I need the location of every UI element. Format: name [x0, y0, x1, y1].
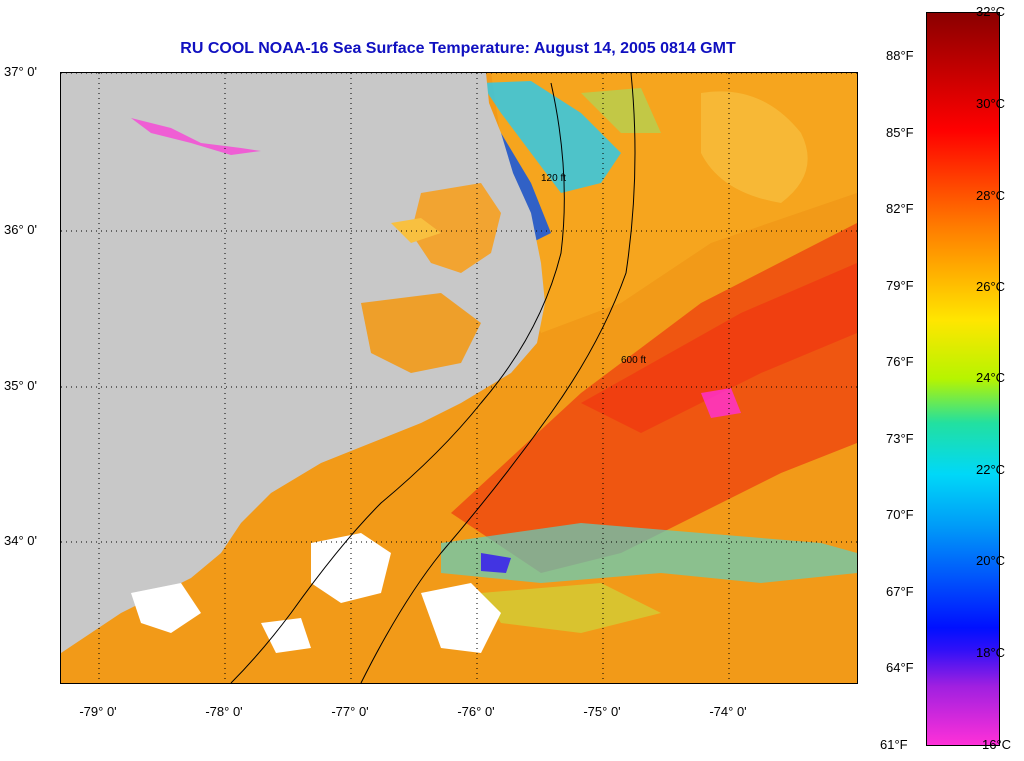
- lon-label-76: -76° 0': [457, 704, 495, 719]
- c-label-28: 28°C: [976, 188, 1006, 203]
- f-label-88: 88°F: [886, 48, 914, 63]
- cold-upwelling-strip: [501, 133, 551, 243]
- inland-river-cold: [131, 118, 261, 155]
- cold-eddy-2: [481, 553, 511, 573]
- grid-lines: [61, 73, 857, 683]
- c-label-32: 32°C: [976, 4, 1006, 19]
- sst-map[interactable]: 120 ft 600 ft: [60, 72, 858, 684]
- temperature-colorbar: [926, 12, 1000, 746]
- f-label-79: 79°F: [886, 278, 914, 293]
- f-label-64: 64°F: [886, 660, 914, 675]
- c-label-20: 20°C: [976, 553, 1006, 568]
- lat-label-34: 34° 0': [4, 533, 37, 548]
- cool-band-south: [441, 523, 857, 583]
- f-label-67: 67°F: [886, 584, 914, 599]
- lat-label-35: 35° 0': [4, 378, 37, 393]
- lon-label-78: -78° 0': [205, 704, 243, 719]
- cold-eddy-1: [701, 388, 741, 418]
- c-label-22: 22°C: [976, 462, 1006, 477]
- c-label-18: 18°C: [976, 645, 1006, 660]
- isobath-120ft: [230, 82, 565, 683]
- c-label-26: 26°C: [976, 279, 1006, 294]
- isobath-label-600: 600 ft: [621, 355, 646, 366]
- albemarle-sound: [411, 183, 501, 273]
- f-label-61: 61°F: [880, 737, 908, 752]
- lon-label-75: -75° 0': [583, 704, 621, 719]
- f-label-76: 76°F: [886, 354, 914, 369]
- lon-label-77: -77° 0': [331, 704, 369, 719]
- f-label-82: 82°F: [886, 201, 914, 216]
- lat-label-36: 36° 0': [4, 222, 37, 237]
- c-label-24: 24°C: [976, 370, 1006, 385]
- pamlico-sound: [361, 293, 481, 373]
- lat-label-37: 37° 0': [4, 64, 37, 79]
- f-label-73: 73°F: [886, 431, 914, 446]
- cool-coastal-water: [481, 81, 621, 193]
- lon-label-79: -79° 0': [79, 704, 117, 719]
- f-label-85: 85°F: [886, 125, 914, 140]
- isobath-600ft: [360, 73, 636, 683]
- cloud-patch-4: [261, 618, 311, 653]
- isobath-label-120: 120 ft: [541, 173, 566, 184]
- map-title: RU COOL NOAA-16 Sea Surface Temperature:…: [180, 40, 736, 57]
- yellow-band-south: [481, 583, 661, 633]
- yellow-patch-ne: [701, 91, 808, 203]
- sst-map-canvas: 120 ft 600 ft: [61, 73, 857, 683]
- f-label-70: 70°F: [886, 507, 914, 522]
- green-patch-north: [581, 88, 661, 133]
- cloud-patch-3: [131, 583, 201, 633]
- gulf-stream-core: [581, 263, 857, 433]
- lon-label-74: -74° 0': [709, 704, 747, 719]
- cloud-patch-2: [421, 583, 501, 653]
- c-label-30: 30°C: [976, 96, 1006, 111]
- c-label-16: 16°C: [982, 737, 1012, 752]
